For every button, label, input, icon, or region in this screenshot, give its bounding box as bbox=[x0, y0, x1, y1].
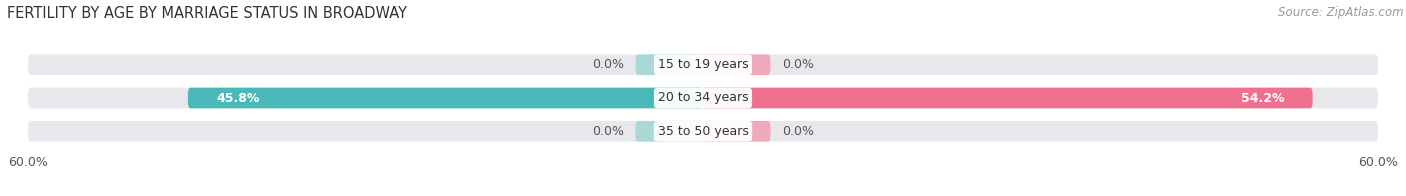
Text: 20 to 34 years: 20 to 34 years bbox=[658, 92, 748, 104]
Text: 35 to 50 years: 35 to 50 years bbox=[658, 125, 748, 138]
FancyBboxPatch shape bbox=[636, 121, 703, 142]
Text: 0.0%: 0.0% bbox=[592, 125, 624, 138]
Text: 0.0%: 0.0% bbox=[592, 58, 624, 71]
Text: 54.2%: 54.2% bbox=[1241, 92, 1285, 104]
FancyBboxPatch shape bbox=[703, 54, 770, 75]
FancyBboxPatch shape bbox=[703, 88, 1313, 108]
FancyBboxPatch shape bbox=[636, 54, 703, 75]
Text: 0.0%: 0.0% bbox=[782, 58, 814, 71]
Text: FERTILITY BY AGE BY MARRIAGE STATUS IN BROADWAY: FERTILITY BY AGE BY MARRIAGE STATUS IN B… bbox=[7, 6, 406, 21]
Text: 45.8%: 45.8% bbox=[217, 92, 259, 104]
FancyBboxPatch shape bbox=[28, 121, 1378, 142]
FancyBboxPatch shape bbox=[28, 54, 1378, 75]
Text: Source: ZipAtlas.com: Source: ZipAtlas.com bbox=[1278, 6, 1403, 19]
FancyBboxPatch shape bbox=[703, 121, 770, 142]
FancyBboxPatch shape bbox=[188, 88, 703, 108]
Text: 0.0%: 0.0% bbox=[782, 125, 814, 138]
FancyBboxPatch shape bbox=[28, 88, 1378, 108]
Text: 15 to 19 years: 15 to 19 years bbox=[658, 58, 748, 71]
